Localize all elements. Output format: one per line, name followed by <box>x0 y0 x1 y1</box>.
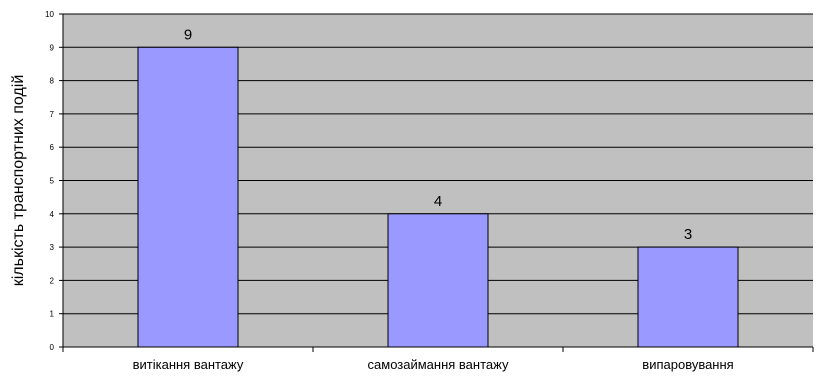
y-tick-label: 8 <box>50 77 55 86</box>
y-tick-label: 5 <box>50 177 55 186</box>
x-axis-ticks: витікання вантажу самозаймання вантажу вип… <box>62 347 814 372</box>
y-axis-ticks: 0 1 2 3 4 5 6 7 8 9 10 <box>45 10 63 352</box>
y-tick-label: 6 <box>50 143 55 152</box>
y-tick-label: 10 <box>45 10 54 19</box>
data-label: 9 <box>184 26 192 43</box>
x-tick-label: випаровування <box>642 357 733 372</box>
data-label: 3 <box>684 226 692 243</box>
y-tick-label: 7 <box>50 110 55 119</box>
y-tick-label: 3 <box>50 243 55 252</box>
x-tick-label: витікання вантажу <box>133 357 244 372</box>
bars: 9 4 3 <box>137 26 739 348</box>
y-axis-title: кількість транспортних подій <box>10 75 27 287</box>
y-tick-label: 2 <box>50 276 55 285</box>
bar <box>137 46 239 348</box>
y-tick-label: 1 <box>50 310 55 319</box>
y-tick-label: 9 <box>50 43 55 52</box>
y-tick-label: 4 <box>50 210 55 219</box>
x-tick-label: самозаймання вантажу <box>368 357 509 372</box>
y-tick-label: 0 <box>50 343 55 352</box>
data-label: 4 <box>434 193 442 210</box>
bar <box>387 213 489 348</box>
bar <box>637 246 739 348</box>
